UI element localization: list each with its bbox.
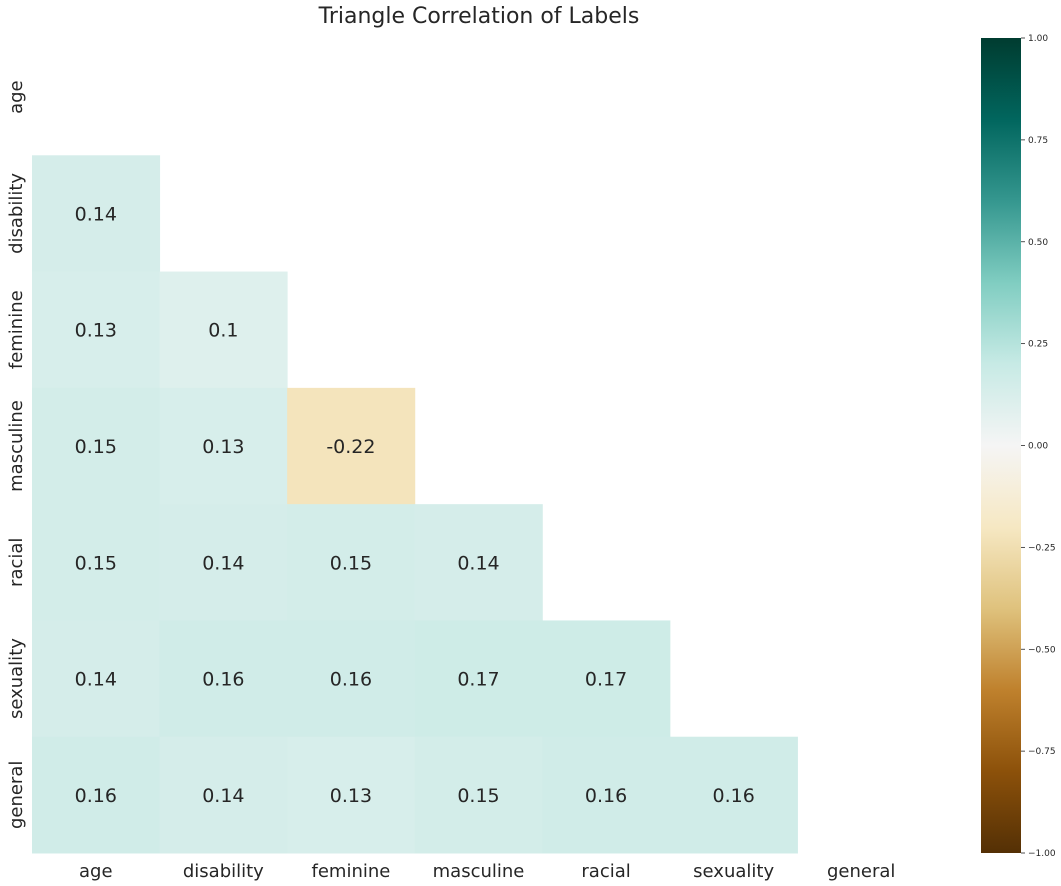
heatmap-cell-sexuality-masculine: [414, 620, 543, 738]
cell-value-label: 0.13: [75, 320, 117, 342]
heatmap-cell-racial-disability: [159, 504, 288, 621]
heatmap-cell-feminine-disability: [159, 271, 288, 389]
cell-value-label: 0.15: [457, 785, 499, 807]
heatmap-cell-racial-age: [32, 504, 161, 621]
heatmap-cell-racial-feminine: [287, 504, 416, 621]
x-tick-label: age: [79, 861, 113, 882]
cell-value-label: 0.1: [208, 320, 238, 342]
cell-value-label: 0.15: [75, 436, 117, 458]
colorbar-tick-label: −0.25: [1028, 543, 1056, 553]
heatmap-cell-general-racial: [542, 736, 671, 854]
chart-title: Triangle Correlation of Labels: [318, 4, 640, 29]
colorbar-tick-label: 0.00: [1028, 442, 1048, 452]
cell-value-label: 0.15: [75, 552, 117, 574]
colorbar-tick-label: −1.00: [1028, 849, 1056, 859]
colorbar: 1.00 0.75 0.50 0.25 0.00 −0.25 −0.50 −0.75 −1.00: [981, 34, 1056, 859]
colorbar-gradient: [981, 38, 1021, 853]
x-tick-label: disability: [183, 861, 264, 882]
heatmap-cell-general-feminine: [287, 736, 416, 854]
cell-value-label: 0.16: [330, 669, 372, 691]
y-tick-label: disability: [6, 173, 27, 254]
x-tick-label: general: [827, 861, 895, 882]
cell-value-label: 0.13: [202, 436, 244, 458]
y-tick-label: masculine: [6, 400, 27, 492]
colorbar-tick-label: 0.25: [1028, 340, 1048, 350]
heatmap-cells: 0.14 0.13 0.1 0.15 0.13 -0.22 0.15 0.14 0.15 0.14…: [32, 155, 798, 854]
cell-value-label: 0.16: [75, 785, 117, 807]
colorbar-tick-label: −0.50: [1028, 645, 1056, 655]
y-tick-label: age: [6, 80, 27, 114]
heatmap-cell-sexuality-feminine: [287, 620, 416, 738]
cell-value-label: 0.14: [75, 203, 117, 225]
x-tick-label: sexuality: [693, 861, 774, 882]
heatmap-cell-masculine-feminine: [287, 387, 416, 505]
y-tick-label: racial: [6, 538, 27, 587]
x-axis-tick-labels: age disability feminine masculine racial sexu…: [79, 861, 895, 882]
cell-value-label: 0.17: [585, 669, 627, 691]
colorbar-tick-label: 0.75: [1028, 136, 1048, 146]
cell-value-label: 0.13: [330, 785, 372, 807]
colorbar-ticks: 1.00 0.75 0.50 0.25 0.00 −0.25 −0.50 −0.75 −1.00: [1021, 34, 1056, 859]
cell-value-label: 0.16: [585, 785, 627, 807]
cell-value-label: 0.16: [202, 669, 244, 691]
heatmap-cell-racial-masculine: [414, 504, 543, 621]
x-tick-label: feminine: [312, 861, 391, 882]
heatmap-cell-feminine-age: [32, 271, 161, 389]
cell-value-label: 0.14: [202, 552, 244, 574]
y-tick-label: general: [6, 761, 27, 829]
colorbar-tick-label: 0.50: [1028, 238, 1048, 248]
heatmap-cell-general-sexuality: [669, 736, 798, 854]
cell-value-label: 0.15: [330, 552, 372, 574]
heatmap-cell-general-masculine: [414, 736, 543, 854]
cell-value-label: 0.14: [202, 785, 244, 807]
cell-value-label: 0.17: [457, 669, 499, 691]
heatmap-cell-general-age: [32, 736, 161, 854]
cell-value-label: -0.22: [326, 436, 375, 458]
colorbar-tick-label: 1.00: [1028, 34, 1048, 44]
heatmap-cell-disability-age: [32, 155, 161, 273]
x-tick-label: racial: [581, 861, 630, 882]
heatmap-cell-masculine-age: [32, 387, 161, 505]
cell-value-label: 0.16: [712, 785, 754, 807]
x-tick-label: masculine: [433, 861, 525, 882]
heatmap-cell-masculine-disability: [159, 387, 288, 505]
cell-value-label: 0.14: [457, 552, 499, 574]
heatmap-cell-general-disability: [159, 736, 288, 854]
cell-value-label: 0.14: [75, 669, 117, 691]
heatmap-cell-sexuality-disability: [159, 620, 288, 738]
colorbar-tick-label: −0.75: [1028, 747, 1056, 757]
y-tick-label: feminine: [6, 290, 27, 369]
y-tick-label: sexuality: [6, 638, 27, 719]
heatmap-cell-sexuality-racial: [542, 620, 671, 738]
y-axis-tick-labels: age disability feminine masculine racial sexu…: [6, 80, 27, 829]
heatmap-cell-sexuality-age: [32, 620, 161, 738]
